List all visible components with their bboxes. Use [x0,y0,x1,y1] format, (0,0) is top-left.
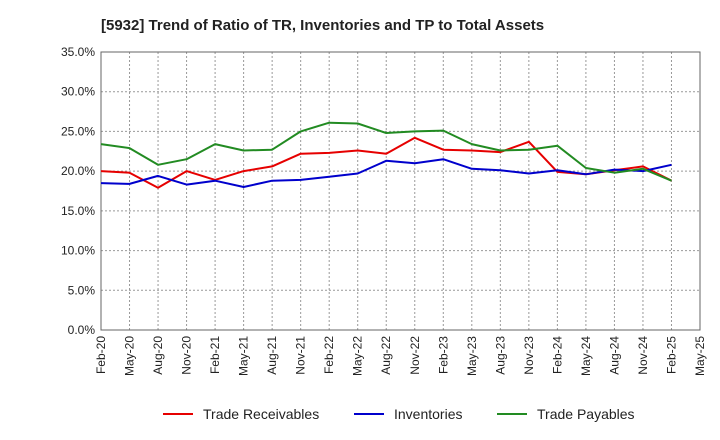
series-line-trade-payables [100,121,672,182]
x-tick-label: Aug-22 [379,336,393,375]
y-tick-label: 25.0% [61,124,95,138]
x-axis-ticks: Feb-20 May-20 Aug-20 Nov-20 Feb-21 May-21 Aug-… [94,336,707,376]
x-tick-label: Nov-21 [294,336,308,375]
legend-label: Inventories [394,406,462,422]
y-tick-label: 5.0% [68,283,96,297]
x-tick-label: May-24 [579,336,593,376]
chart-title: [5932] Trend of Ratio of TR, Inventories… [101,17,544,34]
legend-label: Trade Receivables [203,406,319,422]
x-tick-label: May-23 [465,336,479,376]
x-tick-label: Feb-25 [664,336,678,374]
legend: Trade Receivables Inventories Trade Payabl… [163,406,635,422]
x-tick-label: May-21 [237,336,251,376]
x-tick-label: Aug-21 [265,336,279,375]
x-tick-label: Aug-24 [607,336,621,375]
x-tick-label: Feb-24 [550,336,564,374]
y-tick-label: 35.0% [61,45,95,59]
series-line-inventories [100,158,672,188]
x-tick-label: Aug-23 [493,336,507,375]
series-lines [100,121,672,189]
y-axis-ticks: 0.0% 5.0% 10.0% 15.0% 20.0% 25.0% 30.0% 35.0% [61,45,95,337]
plot-area [100,51,701,331]
y-tick-label: 15.0% [61,204,95,218]
x-tick-label: Nov-23 [522,336,536,375]
legend-label: Trade Payables [537,406,635,422]
x-tick-label: Feb-20 [94,336,108,374]
x-tick-label: May-22 [351,336,365,376]
x-tick-label: Feb-21 [208,336,222,374]
x-tick-label: Nov-22 [408,336,422,375]
x-tick-label: Feb-23 [436,336,450,374]
y-tick-label: 0.0% [68,323,96,337]
y-tick-label: 30.0% [61,85,95,99]
grid [101,52,700,330]
y-tick-label: 20.0% [61,164,95,178]
x-tick-label: Aug-20 [151,336,165,375]
x-tick-label: May-20 [123,336,137,376]
x-tick-label: May-25 [693,336,707,376]
x-tick-label: Nov-20 [180,336,194,375]
y-tick-label: 10.0% [61,244,95,258]
x-tick-label: Nov-24 [636,336,650,375]
x-tick-label: Feb-22 [322,336,336,374]
